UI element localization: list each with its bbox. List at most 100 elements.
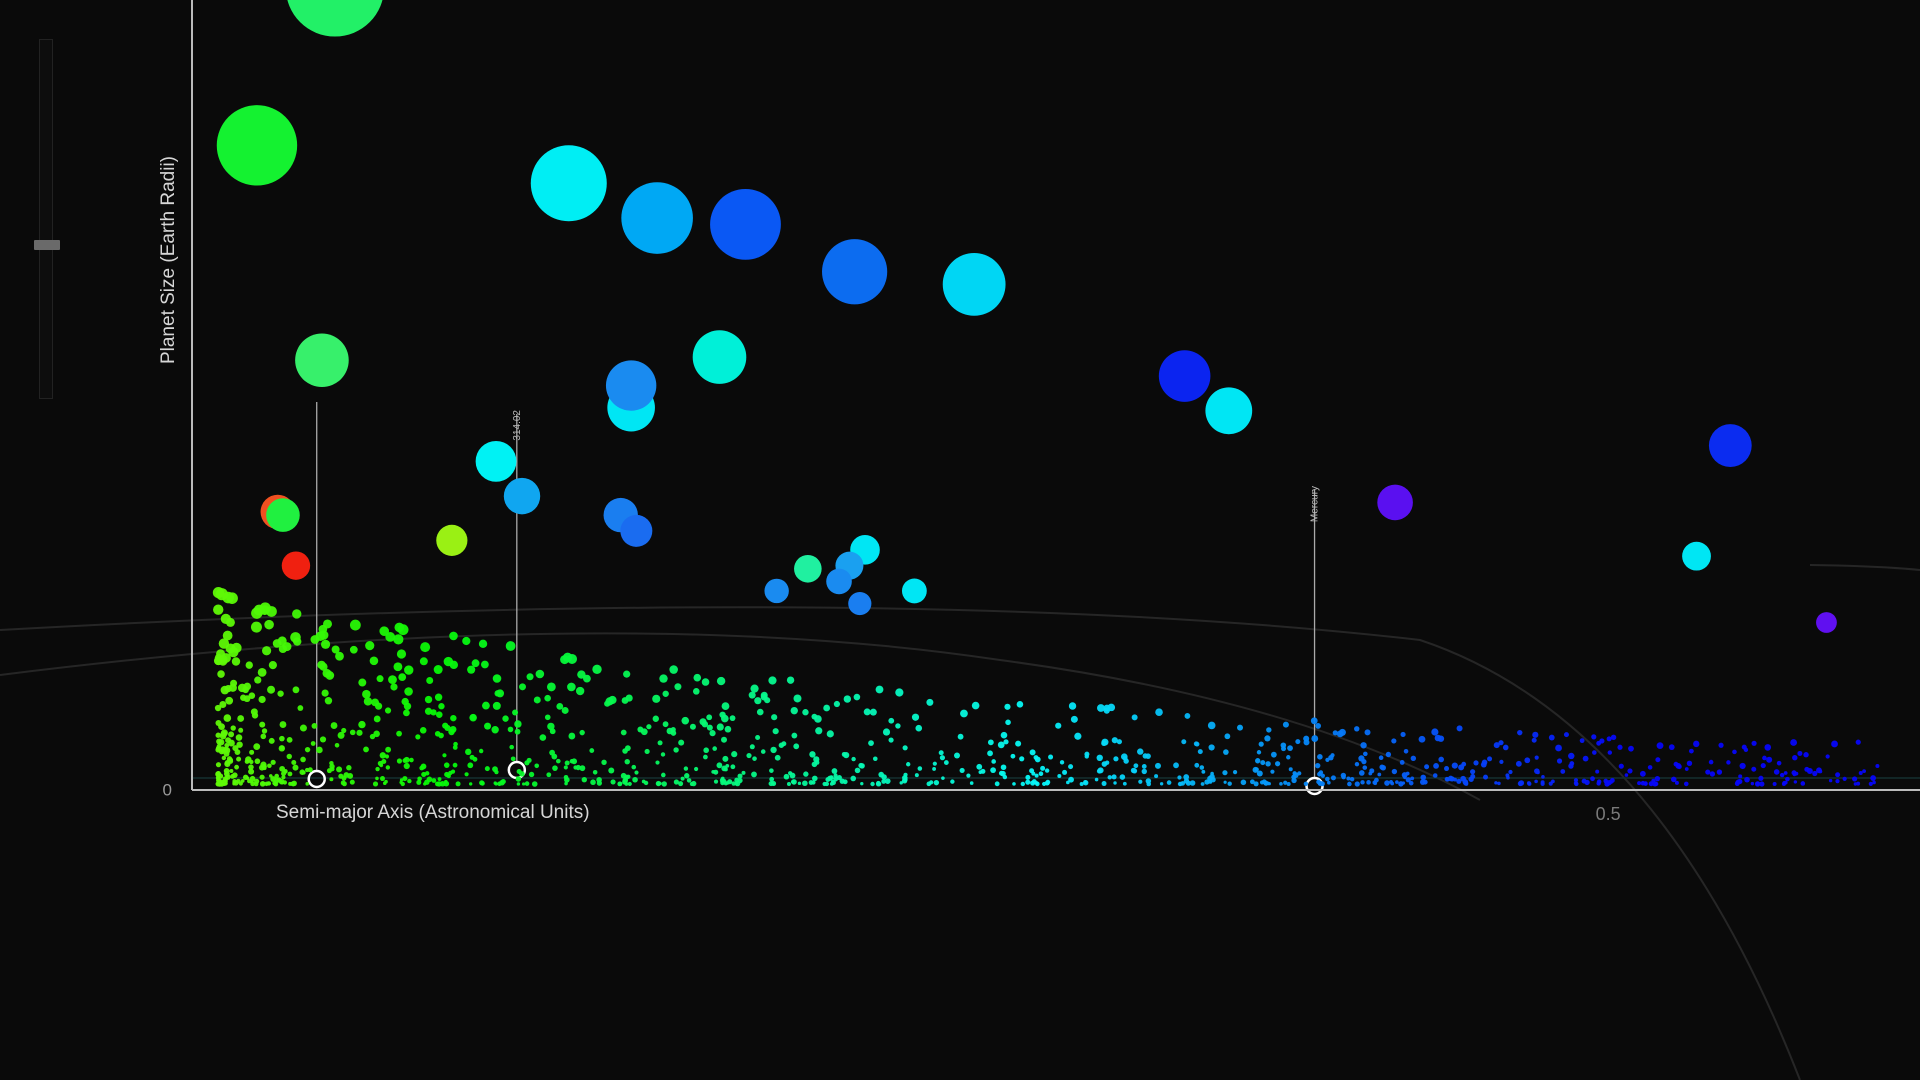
- planet-point[interactable]: [434, 730, 441, 737]
- planet-point[interactable]: [1012, 782, 1016, 786]
- planet-point[interactable]: [643, 780, 649, 786]
- planet-point[interactable]: [1793, 780, 1798, 784]
- planet-point[interactable]: [1358, 770, 1365, 776]
- planet-point[interactable]: [1282, 721, 1289, 728]
- planet-point[interactable]: [546, 682, 556, 692]
- planet-point[interactable]: [1210, 771, 1214, 776]
- planet-point[interactable]: [590, 779, 596, 786]
- planet-point[interactable]: [223, 714, 232, 722]
- planet-point[interactable]: [769, 768, 774, 773]
- planet-point[interactable]: [224, 743, 230, 748]
- planet-point[interactable]: [419, 726, 427, 734]
- planet-point[interactable]: [915, 724, 923, 732]
- planet-point[interactable]: [1177, 781, 1183, 787]
- planet-point[interactable]: [396, 730, 402, 737]
- planet-point[interactable]: [814, 715, 822, 723]
- planet-point[interactable]: [1806, 767, 1813, 774]
- planet-point[interactable]: [564, 760, 570, 766]
- planet-point[interactable]: [1568, 752, 1575, 760]
- planet-point[interactable]: [716, 723, 724, 731]
- planet-point[interactable]: [1111, 774, 1117, 780]
- planet-point[interactable]: [492, 674, 502, 683]
- planet-point[interactable]: [1424, 764, 1430, 770]
- planet-point[interactable]: [1464, 782, 1469, 786]
- planet-point[interactable]: [336, 766, 343, 773]
- planet-point[interactable]: [365, 641, 375, 651]
- planet-point[interactable]: [716, 762, 723, 769]
- planet-point[interactable]: [1062, 769, 1068, 775]
- planet-point[interactable]: [1606, 736, 1612, 742]
- planet-point[interactable]: [703, 747, 709, 754]
- planet-point[interactable]: [1670, 776, 1677, 783]
- planet-point[interactable]: [1123, 758, 1129, 764]
- planet-point[interactable]: [1377, 772, 1382, 777]
- planet-point[interactable]: [289, 781, 294, 786]
- planet-point[interactable]: [661, 781, 667, 787]
- planet-point[interactable]: [884, 778, 891, 784]
- planet-point[interactable]: [1596, 740, 1602, 746]
- planet-point[interactable]: [1744, 776, 1750, 783]
- planet-point[interactable]: [774, 754, 781, 761]
- planet-point[interactable]: [1286, 755, 1291, 760]
- planet-point[interactable]: [1536, 770, 1540, 775]
- planet-point[interactable]: [396, 758, 403, 764]
- planet-point[interactable]: [1034, 773, 1039, 778]
- planet-point[interactable]: [526, 757, 532, 763]
- planet-point[interactable]: [556, 702, 564, 710]
- planet-point[interactable]: [1781, 782, 1786, 786]
- planet-point[interactable]: [755, 735, 761, 741]
- planet-point[interactable]: [1111, 737, 1118, 744]
- planet-point[interactable]: [1310, 717, 1318, 725]
- planet-point[interactable]: [1325, 757, 1330, 763]
- planet-point[interactable]: [689, 723, 696, 730]
- planet-point[interactable]: [1434, 734, 1442, 742]
- planet-point[interactable]: [434, 781, 440, 787]
- planet-point[interactable]: [346, 765, 352, 771]
- planet-point[interactable]: [1266, 727, 1272, 733]
- planet-point[interactable]: [1096, 754, 1103, 762]
- planet-point[interactable]: [632, 776, 638, 783]
- planet-point[interactable]: [1000, 764, 1007, 771]
- planet-point[interactable]: [1015, 740, 1022, 747]
- planet-point[interactable]: [749, 744, 755, 750]
- planet-point[interactable]: [825, 777, 831, 782]
- planet-point[interactable]: [1315, 723, 1322, 729]
- planet-point[interactable]: [290, 632, 301, 643]
- planet-point[interactable]: [888, 717, 895, 724]
- planet-point[interactable]: [681, 716, 690, 725]
- planet-point[interactable]: [438, 703, 445, 710]
- planet-point[interactable]: [358, 678, 367, 687]
- planet-point[interactable]: [396, 649, 407, 659]
- planet-point[interactable]: [277, 690, 284, 697]
- planet-point[interactable]: [259, 721, 266, 728]
- planet-point[interactable]: [710, 188, 781, 260]
- planet-point[interactable]: [1005, 719, 1011, 726]
- planet-point[interactable]: [480, 660, 489, 669]
- planet-point[interactable]: [497, 781, 502, 787]
- planet-point[interactable]: [809, 751, 816, 758]
- planet-point[interactable]: [1141, 764, 1147, 769]
- planet-point[interactable]: [828, 775, 834, 781]
- planet-point[interactable]: [1222, 770, 1228, 776]
- planet-point[interactable]: [1199, 765, 1205, 770]
- planet-point[interactable]: [926, 698, 934, 706]
- planet-point[interactable]: [1420, 774, 1427, 781]
- planet-point[interactable]: [1227, 781, 1232, 786]
- planet-point[interactable]: [235, 734, 243, 741]
- planet-point[interactable]: [812, 775, 818, 782]
- planet-point[interactable]: [1835, 772, 1841, 778]
- planet-point[interactable]: [1422, 779, 1428, 785]
- planet-point[interactable]: [939, 755, 946, 761]
- planet-point[interactable]: [1346, 776, 1351, 781]
- planet-point[interactable]: [216, 105, 298, 186]
- planet-point[interactable]: [1751, 740, 1757, 746]
- planet-point[interactable]: [1739, 762, 1746, 770]
- planet-point[interactable]: [266, 498, 300, 532]
- planet-point[interactable]: [567, 653, 578, 664]
- planet-point[interactable]: [1363, 751, 1368, 757]
- planet-point[interactable]: [1453, 777, 1457, 782]
- planet-point[interactable]: [250, 781, 256, 787]
- planet-point[interactable]: [307, 767, 313, 773]
- planet-point[interactable]: [1856, 781, 1861, 786]
- planet-point[interactable]: [941, 776, 945, 780]
